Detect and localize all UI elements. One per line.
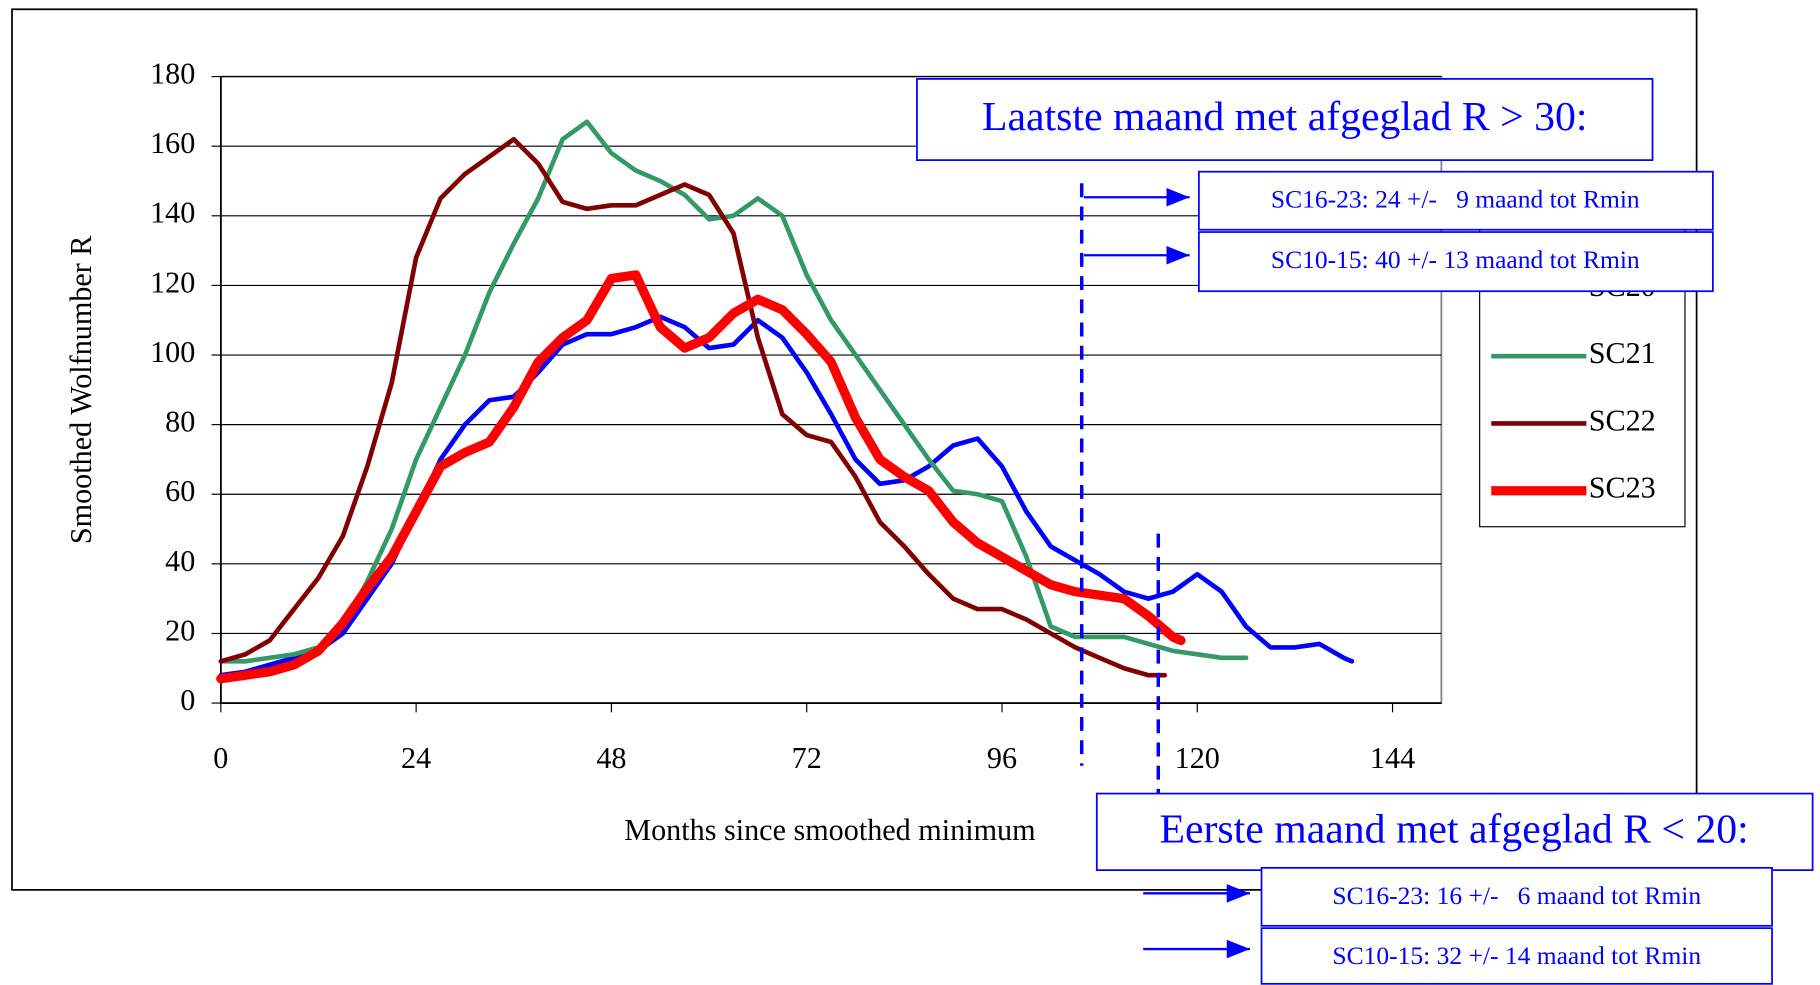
annotation-box [1198, 170, 1714, 231]
x-tick-label: 24 [401, 741, 431, 775]
annotation-box [916, 78, 1654, 161]
series-line [216, 270, 1186, 684]
y-tick-label: 160 [150, 126, 195, 160]
y-axis-label: Smoothed Wolfnumber R [64, 235, 98, 545]
annotation-box [1260, 927, 1773, 985]
y-tick-label: 20 [165, 613, 195, 647]
y-tick-label: 140 [150, 196, 195, 230]
x-tick-label: 96 [987, 741, 1017, 775]
y-tick-label: 180 [150, 56, 195, 90]
x-tick-label: 0 [213, 741, 228, 775]
x-tick-label: 144 [1370, 741, 1415, 775]
annotation: Eerste maand met afgeglad R < 20: [1159, 807, 1748, 853]
y-tick-label: 40 [165, 544, 195, 578]
annotation: SC16-23: 16 +/- 6 maand tot Rmin [1332, 881, 1701, 910]
plot-area: 0 20 40 60 80 100 120 140 160 180 0 24 48 72 96 120 144 [150, 56, 1443, 775]
annotation: Laatste maand met afgeglad R > 30: [982, 94, 1588, 140]
y-tick-label: 80 [165, 405, 195, 439]
annotation: SC10-15: 32 +/- 14 maand tot Rmin [1332, 941, 1701, 970]
y-tick-label: 120 [150, 265, 195, 299]
series-line [218, 136, 1168, 678]
x-tick-label: 120 [1175, 741, 1220, 775]
legend-label: SC22 [1589, 403, 1656, 437]
annotations: Laatste maand met afgeglad R > 30: SC16-… [916, 78, 1814, 985]
plot-background [219, 75, 1443, 704]
legend-label: SC23 [1589, 471, 1656, 505]
x-tick-label: 48 [596, 741, 626, 775]
y-tick-label: 0 [180, 683, 195, 717]
legend-label: SC21 [1589, 336, 1656, 370]
y-tick-label: 100 [150, 335, 195, 369]
annotation-box [1260, 866, 1773, 927]
annotation: SC10-15: 40 +/- 13 maand tot Rmin [1271, 245, 1640, 274]
series-line [218, 119, 1249, 664]
x-axis-label: Months since smoothed minimum [624, 813, 1035, 847]
y-tick-label: 60 [165, 474, 195, 508]
x-tick-label: 72 [792, 741, 822, 775]
annotation-box [1198, 231, 1714, 293]
annotation: SC16-23: 24 +/- 9 maand tot Rmin [1271, 185, 1640, 214]
annotation-box [1095, 792, 1814, 872]
